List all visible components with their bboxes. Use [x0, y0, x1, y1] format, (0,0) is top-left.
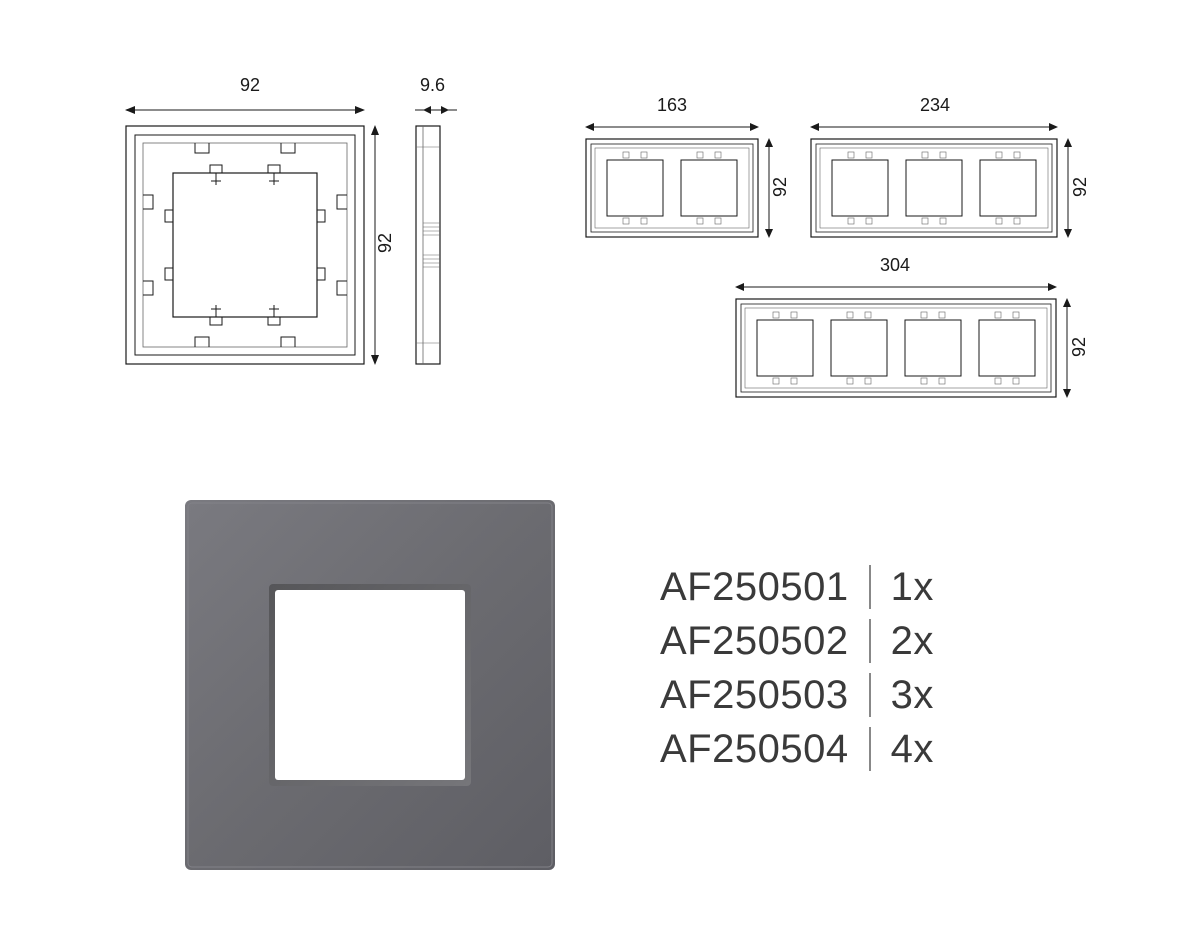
dim-line-triple-top [810, 121, 1058, 133]
qty-4: 4x [891, 722, 934, 776]
triple-frame-diagram: 234 92 [810, 95, 1110, 255]
code-2: AF250502 [660, 614, 849, 668]
product-codes: AF250501 1x AF250502 2x AF250503 3x AF25… [660, 560, 934, 776]
frame-render [185, 500, 555, 870]
quad-frame-svg [735, 298, 1057, 398]
code-row-3: AF250503 3x [660, 668, 934, 722]
dim-line-top [125, 103, 365, 117]
divider-icon [869, 619, 871, 663]
dim-line-quad-top [735, 281, 1057, 293]
divider-icon [869, 673, 871, 717]
side-profile-diagram: 9.6 [400, 75, 480, 405]
frame-render-svg [185, 500, 555, 870]
divider-icon [869, 565, 871, 609]
qty-3: 3x [891, 668, 934, 722]
code-row-2: AF250502 2x [660, 614, 934, 668]
quad-frame-diagram: 304 92 [735, 255, 1115, 415]
single-frame-diagram: 92 [100, 75, 400, 405]
dim-line-right [368, 125, 382, 365]
dim-single-width: 92 [240, 75, 260, 96]
single-frame-svg [125, 125, 365, 365]
dim-line-thickness [415, 103, 457, 117]
dim-line-quad-right [1061, 298, 1073, 398]
double-frame-svg [585, 138, 759, 238]
dim-triple-width: 234 [920, 95, 950, 116]
code-4: AF250504 [660, 722, 849, 776]
code-1: AF250501 [660, 560, 849, 614]
dim-line-double-right [763, 138, 775, 238]
double-frame-diagram: 163 92 [575, 95, 795, 255]
code-row-4: AF250504 4x [660, 722, 934, 776]
code-3: AF250503 [660, 668, 849, 722]
qty-1: 1x [891, 560, 934, 614]
divider-icon [869, 727, 871, 771]
dim-line-double-top [585, 121, 759, 133]
side-profile-svg [415, 125, 441, 365]
code-row-1: AF250501 1x [660, 560, 934, 614]
dim-quad-width: 304 [880, 255, 910, 276]
triple-frame-svg [810, 138, 1058, 238]
dim-double-width: 163 [657, 95, 687, 116]
dim-line-triple-right [1062, 138, 1074, 238]
qty-2: 2x [891, 614, 934, 668]
dim-thickness: 9.6 [420, 75, 445, 96]
